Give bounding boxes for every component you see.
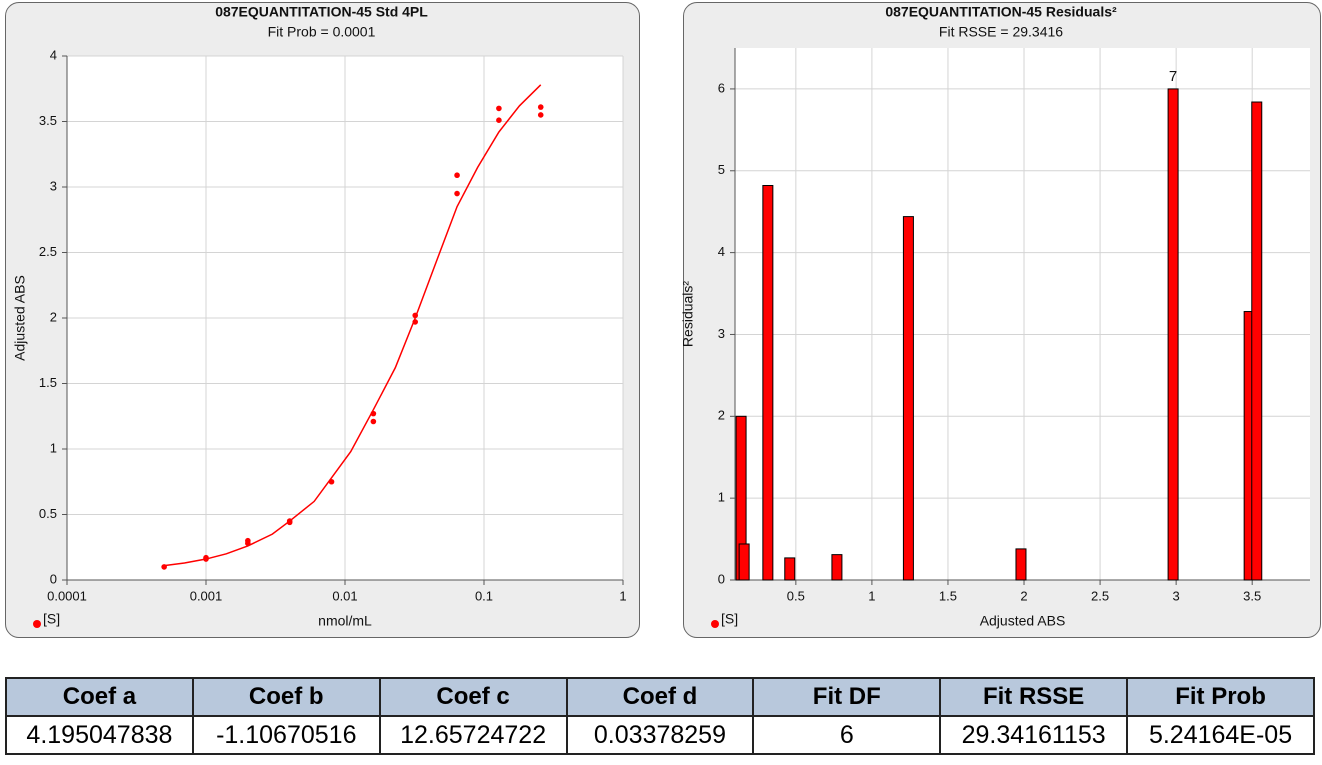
cell: 4.195047838 (5, 715, 194, 755)
point (454, 190, 460, 197)
point (496, 105, 502, 112)
x-tick-label: 2.5 (1091, 588, 1109, 603)
point (537, 104, 544, 110)
point (161, 564, 167, 570)
cell: 0.03378259 (565, 715, 755, 755)
point (454, 172, 460, 179)
chart-subtitle: Fit RSSE = 29.3416 (939, 24, 1063, 40)
plot-area (735, 48, 1310, 580)
fit-curve (164, 84, 542, 567)
bar (902, 216, 914, 581)
point (537, 112, 544, 118)
y-tick-label: 2.5 (39, 244, 57, 259)
legend-marker (711, 620, 719, 628)
x-tick-label: 1 (868, 588, 875, 603)
header-cell: Coef a (5, 677, 194, 717)
y-tick-label: 2 (718, 408, 725, 423)
header-cell: Fit RSSE (939, 677, 1129, 717)
legend-label: [S] (721, 611, 738, 627)
bar (762, 185, 774, 581)
bar (738, 543, 750, 581)
bar (831, 554, 843, 581)
legend-label: [S] (43, 611, 60, 627)
x-tick-label: 3 (1173, 588, 1180, 603)
y-tick-label: 6 (718, 80, 725, 95)
chart-title: 087EQUANTITATION-45 Std 4PL (215, 4, 428, 20)
point (286, 519, 293, 526)
cell: 12.65724722 (378, 715, 568, 755)
bar (784, 557, 796, 581)
chart-title: 087EQUANTITATION-45 Residuals² (885, 4, 1117, 20)
cell: 5.24164E-05 (1126, 715, 1315, 755)
y-tick-label: 3 (50, 178, 57, 193)
header-cell: Fit Prob (1126, 677, 1315, 717)
point (412, 312, 419, 319)
y-tick-label: 2 (50, 309, 57, 324)
cell: -1.10670516 (191, 715, 381, 755)
point (245, 540, 251, 547)
header-cell: Fit DF (752, 677, 942, 717)
y-tick-label: 1 (718, 490, 725, 505)
chart-subtitle: Fit Prob = 0.0001 (268, 24, 376, 40)
y-tick-label: 5 (718, 162, 725, 177)
x-tick-label: 1 (619, 588, 626, 603)
y-axis-label: Residuals² (680, 281, 696, 347)
x-tick-label: 2 (1020, 588, 1027, 603)
y-tick-label: 0.5 (39, 506, 57, 521)
bar (1251, 101, 1263, 581)
header-cell: Coef c (378, 677, 568, 717)
x-tick-label: 0.01 (332, 588, 357, 603)
point (203, 556, 209, 562)
y-tick-label: 3.5 (39, 113, 57, 128)
x-tick-label: 0.5 (787, 588, 805, 603)
x-axis-label: nmol/mL (318, 613, 372, 629)
x-tick-label: 0.0001 (47, 588, 87, 603)
x-axis-label: Adjusted ABS (980, 613, 1066, 629)
point (370, 418, 377, 425)
y-tick-label: 1.5 (39, 375, 57, 390)
point (496, 117, 502, 123)
y-tick-label: 4 (718, 244, 725, 259)
bar (1167, 88, 1179, 581)
y-tick-label: 1 (50, 440, 57, 455)
point-label: 7 (1169, 68, 1177, 85)
charts: 087EQUANTITATION-45 Std 4PL Fit Prob = 0.… (12, 4, 1310, 629)
legend-marker (33, 620, 41, 628)
y-tick-label: 4 (50, 47, 57, 62)
x-tick-label: 0.001 (190, 588, 223, 603)
x-tick-label: 3.5 (1243, 588, 1261, 603)
y-tick-label: 3 (718, 326, 725, 341)
bar (1015, 548, 1027, 581)
point (412, 319, 419, 325)
cell: 6 (752, 715, 942, 755)
header-row: Coef a Coef b Coef c Coef d Fit DF Fit R… (5, 677, 1315, 717)
cell: 29.34161153 (939, 715, 1129, 755)
header-cell: Coef d (565, 677, 755, 717)
coef-table: Coef a Coef b Coef c Coef d Fit DF Fit R… (5, 677, 1315, 755)
header-cell: Coef b (191, 677, 381, 717)
data-row: 4.195047838 -1.10670516 12.65724722 0.03… (5, 715, 1315, 755)
y-axis-label: Adjusted ABS (12, 275, 28, 361)
y-tick-label: 0 (50, 571, 57, 586)
point (370, 410, 377, 417)
y-tick-label: 0 (718, 571, 725, 586)
x-tick-label: 1.5 (939, 588, 957, 603)
x-tick-label: 0.1 (475, 588, 493, 603)
point (328, 478, 335, 485)
